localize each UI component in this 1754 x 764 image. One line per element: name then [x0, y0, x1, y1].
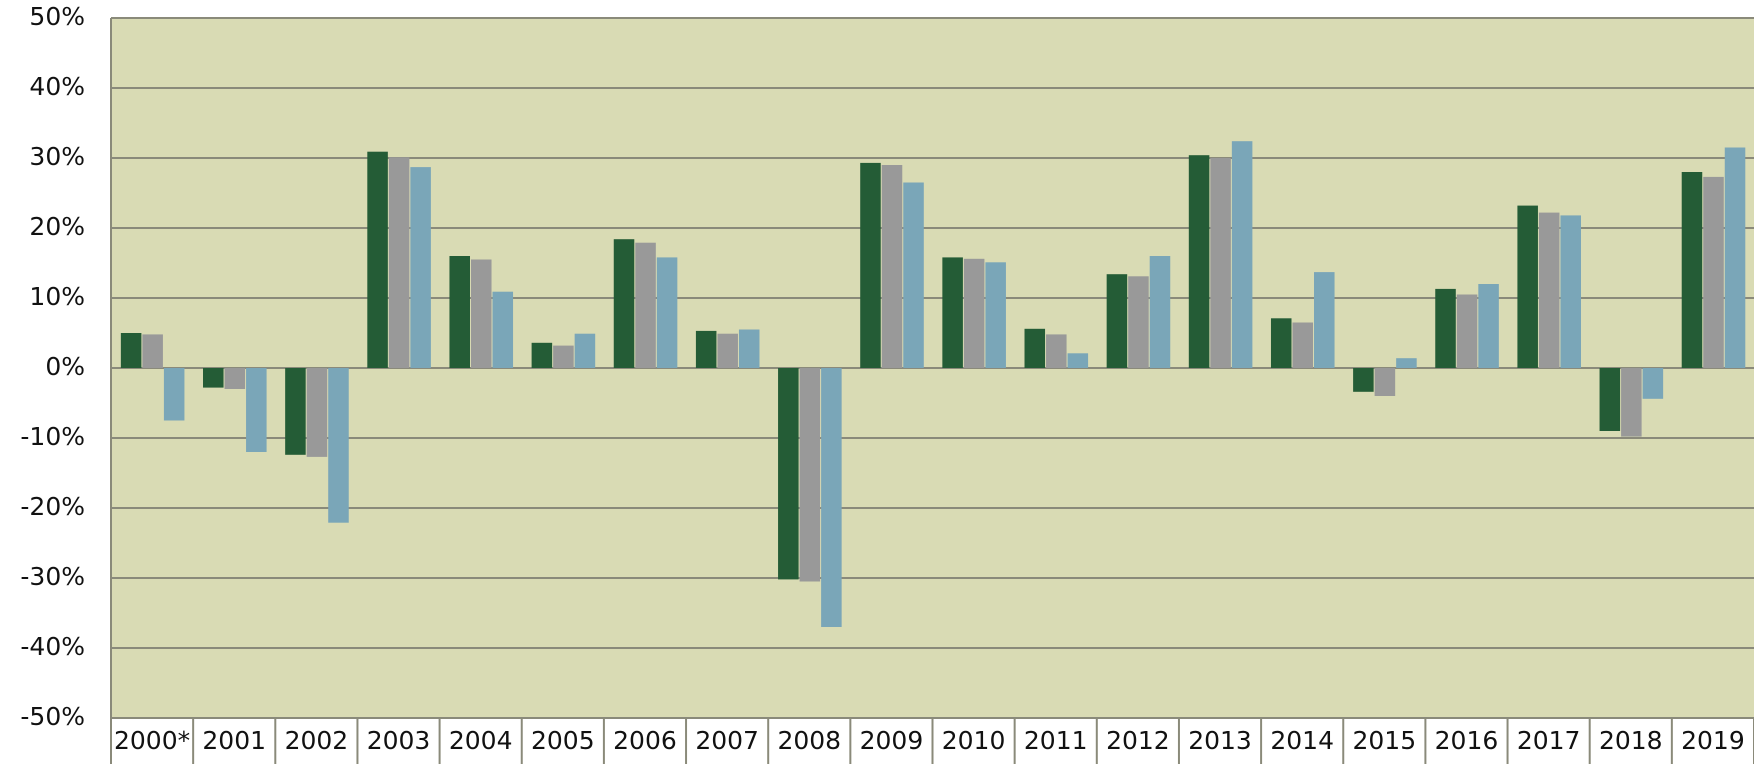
bar [1642, 368, 1664, 399]
bar [717, 333, 738, 368]
x-tick-label: 2007 [695, 726, 759, 755]
bar [1456, 294, 1478, 368]
bar [531, 342, 553, 368]
x-tick-label: 2013 [1188, 726, 1252, 755]
bar [120, 333, 142, 368]
bar [367, 151, 388, 368]
bar [328, 368, 349, 523]
y-tick-label: -20% [20, 492, 85, 521]
y-tick-label: -40% [20, 632, 85, 661]
bar [778, 368, 799, 580]
bar [163, 368, 185, 421]
bar [1314, 272, 1335, 368]
x-tick-label: 2009 [860, 726, 924, 755]
bar [656, 257, 678, 368]
bar [635, 242, 656, 368]
y-tick-label: -10% [20, 422, 85, 451]
bar [963, 258, 985, 368]
bar [246, 368, 267, 452]
x-tick-label: 2011 [1024, 726, 1088, 755]
x-tick-label: 2017 [1517, 726, 1581, 755]
bar [881, 165, 903, 368]
bar [1353, 368, 1374, 392]
bar [821, 368, 842, 627]
x-tick-label: 2016 [1435, 726, 1499, 755]
y-tick-label: 30% [29, 142, 85, 171]
bar [1621, 368, 1642, 437]
x-tick-label: 2008 [777, 726, 841, 755]
x-tick-label: 2006 [613, 726, 677, 755]
bar [1292, 322, 1314, 368]
x-tick-label: 2000* [114, 726, 190, 755]
x-tick-label: 2001 [202, 726, 266, 755]
bar [449, 256, 470, 368]
bar [738, 329, 760, 368]
y-tick-label: 10% [29, 282, 85, 311]
bar [492, 291, 514, 368]
bar [574, 333, 596, 368]
y-tick-label: 0% [45, 352, 85, 381]
bar [613, 239, 635, 368]
bar [410, 167, 431, 368]
y-tick-label: 50% [29, 2, 85, 31]
x-tick-label: 2012 [1106, 726, 1170, 755]
x-tick-label: 2010 [942, 726, 1006, 755]
x-tick-label: 2003 [367, 726, 431, 755]
bar [1560, 215, 1581, 368]
bar [799, 368, 821, 582]
y-tick-label: -50% [20, 702, 85, 731]
bar [1517, 205, 1538, 368]
y-tick-label: -30% [20, 562, 85, 591]
bar [903, 182, 924, 368]
bar [1478, 284, 1499, 368]
bar [1128, 276, 1149, 368]
bar [1724, 147, 1746, 368]
x-tick-label: 2002 [285, 726, 349, 755]
x-tick-label: 2005 [531, 726, 595, 755]
bar [142, 334, 163, 368]
bar [1435, 288, 1456, 368]
x-tick-label: 2004 [449, 726, 513, 755]
bar [1067, 353, 1089, 368]
bar [1188, 155, 1210, 368]
bar [553, 345, 574, 368]
bar [1270, 318, 1292, 368]
x-tick-label: 2019 [1681, 726, 1745, 755]
bar [1210, 158, 1231, 368]
bar [860, 162, 881, 368]
bar [1231, 141, 1253, 368]
bar [1396, 358, 1417, 368]
bar [470, 259, 492, 368]
x-tick-label: 2014 [1270, 726, 1334, 755]
bar [1046, 334, 1067, 368]
bar [285, 368, 306, 455]
bar [1599, 368, 1621, 431]
bar [1106, 274, 1128, 368]
bar [388, 157, 410, 368]
x-tick-label: 2018 [1599, 726, 1663, 755]
bar [942, 257, 963, 368]
bar [1374, 368, 1396, 396]
bar [695, 330, 717, 368]
x-tick-label: 2015 [1353, 726, 1417, 755]
bar [1538, 212, 1560, 368]
bar [985, 262, 1006, 368]
bar [1681, 172, 1703, 368]
bar [306, 368, 328, 457]
bar [1149, 256, 1171, 368]
bar [224, 368, 246, 389]
bar [1703, 176, 1724, 368]
y-tick-label: 40% [29, 72, 85, 101]
bar [1024, 328, 1046, 368]
bar [203, 368, 224, 388]
y-tick-label: 20% [29, 212, 85, 241]
